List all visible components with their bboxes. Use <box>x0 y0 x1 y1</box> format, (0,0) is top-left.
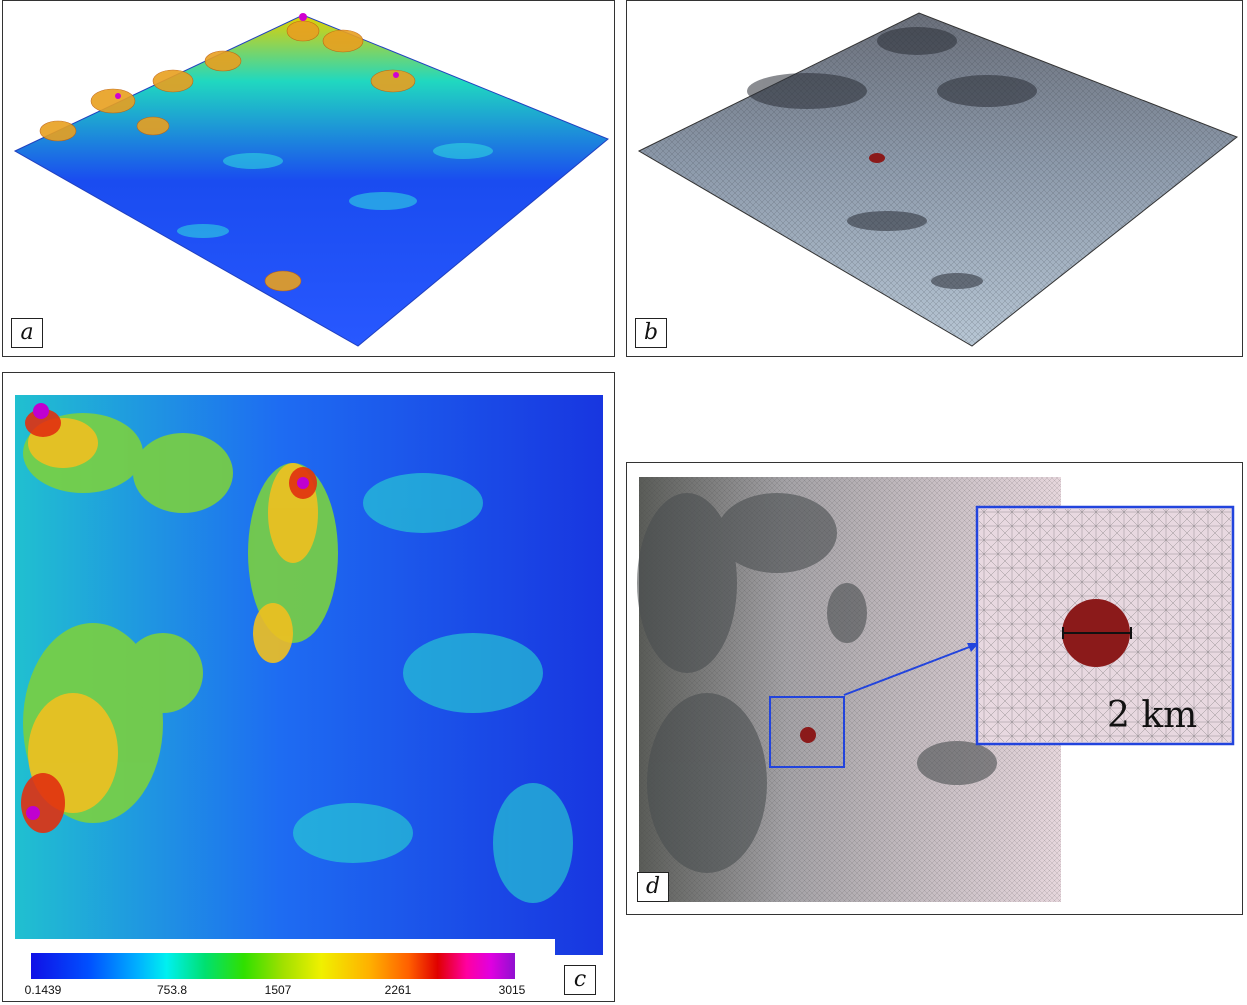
panel-label-d: d <box>637 872 669 902</box>
sphere-marker <box>800 727 816 743</box>
panel-c: 0.1439 753.8 1507 2261 3015 c <box>2 372 615 1002</box>
colorbar-tick: 1507 <box>264 983 292 997</box>
colorbar-tick: 0.1439 <box>24 983 62 997</box>
colorbar-tick: 753.8 <box>156 983 188 997</box>
scale-label: 2 km <box>1107 695 1198 736</box>
colorbar-tick: 2261 <box>384 983 412 997</box>
colorbar-gradient <box>31 953 515 979</box>
terrain-heightmap <box>15 395 603 955</box>
panel-a: a <box>2 0 615 357</box>
terrain-3d-mesh <box>637 12 1238 347</box>
colorbar: 0.1439 753.8 1507 2261 3015 <box>15 939 555 999</box>
colorbar-tick: 3015 <box>498 983 526 997</box>
panel-d: 2 km d <box>626 462 1243 915</box>
panel-label-c: c <box>564 965 596 995</box>
sphere-marker <box>869 153 885 163</box>
zoom-arrow <box>843 645 973 696</box>
panel-label-a: a <box>11 318 43 348</box>
panel-label-b: b <box>635 318 667 348</box>
terrain-mesh-top <box>637 477 1235 902</box>
panel-b: b <box>626 0 1243 357</box>
zoom-selection-box <box>769 696 845 768</box>
terrain-3d-colored <box>13 13 609 347</box>
